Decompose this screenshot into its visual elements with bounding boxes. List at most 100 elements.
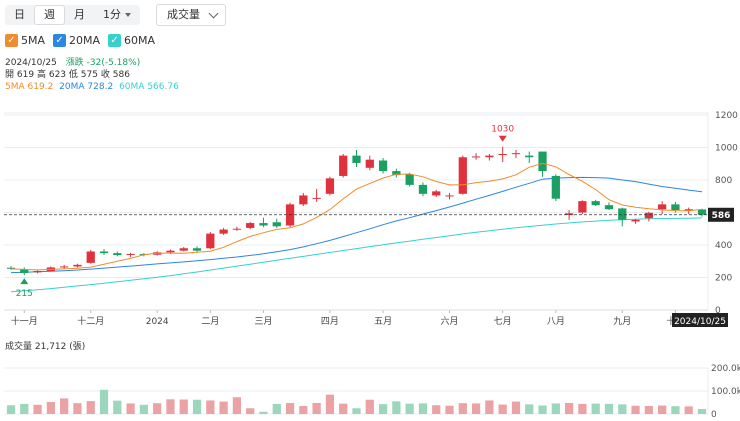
ma60: [10, 217, 703, 293]
grid: [4, 112, 709, 311]
checkbox-checked-icon: ✓: [53, 34, 67, 47]
last-date-tag: [672, 313, 728, 327]
period-month-tab[interactable]: 月: [74, 8, 85, 21]
candle: [378, 158, 388, 174]
min-price-label: 215: [16, 289, 33, 299]
volume-title: 成交量 21,712 (張): [5, 340, 85, 352]
toolbar: 日 週 月 1分 成交量: [5, 4, 226, 26]
volume-bar: [458, 403, 467, 414]
min-price-marker: [20, 278, 29, 285]
volume-bar: [272, 403, 281, 414]
volume-bar: [99, 389, 109, 414]
candle-body: [20, 269, 29, 273]
volume-bar: [671, 406, 680, 414]
volume-bar: [46, 402, 55, 414]
candle-body: [697, 209, 707, 215]
volume-bar: [445, 405, 454, 414]
candle-body: [604, 205, 614, 210]
info-low: 575: [80, 70, 98, 80]
volume-bar: [192, 399, 202, 414]
time-tick-label: 十一月: [11, 315, 38, 327]
time-tick-label: 三月: [254, 316, 272, 327]
volume-bar: [365, 399, 374, 414]
volume-bar: [206, 400, 215, 414]
info-open-label: 開: [5, 70, 15, 80]
info-ma5-label: 5MA: [5, 82, 25, 92]
candle: [99, 249, 109, 255]
volume-bar: [378, 404, 388, 414]
volume-bar: [86, 401, 95, 414]
candle: [126, 252, 135, 258]
price-tick-label: 1000: [715, 144, 738, 154]
candle-body: [485, 155, 494, 158]
info-date: 2024/10/25: [5, 58, 57, 68]
candle-body: [299, 195, 308, 205]
volume-bar: [60, 398, 69, 414]
legend-5ma-label: 5MA: [21, 34, 46, 47]
period-day-tab[interactable]: 日: [14, 8, 25, 21]
volume-bar: [604, 403, 614, 414]
max-price-label: 1030: [491, 125, 514, 135]
candle-body: [113, 253, 122, 256]
info-close: 586: [112, 70, 130, 80]
volume-bar: [232, 397, 242, 414]
info-high-label: 高: [36, 70, 46, 80]
candle: [418, 182, 428, 197]
volume-bar: [511, 401, 521, 414]
legend-20ma-toggle[interactable]: ✓ 20MA: [53, 34, 100, 47]
candle-body: [126, 253, 135, 255]
candle: [113, 251, 122, 257]
volume-bar: [299, 405, 308, 414]
candle: [458, 155, 467, 195]
volume-bar: [219, 401, 228, 414]
volume-tick-label: 100.0k: [711, 387, 740, 397]
time-tick-label: 九月: [613, 316, 631, 327]
candle-body: [471, 156, 481, 158]
volume-panel: 成交量 21,712 (張) 200.0k 100.0k 0: [4, 340, 740, 420]
volume-bar: [259, 411, 268, 414]
time-tick-label: 六月: [441, 315, 459, 327]
volume-bar: [285, 402, 295, 414]
candle-body: [219, 229, 228, 234]
info-close-label: 收: [100, 70, 110, 80]
candle-body: [339, 155, 348, 176]
price-tick-label: 800: [715, 176, 732, 186]
ma5: [10, 162, 703, 271]
candle-body: [378, 160, 388, 172]
ma20-line: [10, 176, 703, 274]
candle: [604, 202, 614, 211]
candle-body: [166, 250, 175, 253]
volume-bar: [538, 405, 547, 414]
candle-body: [538, 151, 547, 172]
volume-tick-label: 200.0k: [711, 364, 740, 374]
candle: [325, 176, 335, 196]
ma-legend: ✓ 5MA ✓ 20MA ✓ 60MA: [5, 34, 155, 47]
candle-body: [206, 233, 215, 249]
candle-body: [671, 204, 680, 211]
candle: [352, 149, 361, 167]
period-week-tab[interactable]: 週: [34, 5, 65, 25]
candle-body: [564, 213, 574, 215]
volume-bar: [139, 404, 149, 414]
candle-body: [192, 248, 202, 251]
candle-body: [86, 251, 95, 263]
candle: [20, 267, 29, 276]
period-minute-dropdown[interactable]: 1分: [94, 5, 140, 25]
info-change-value: -32(-5.18%): [86, 58, 141, 68]
candle: [591, 199, 600, 206]
legend-60ma-toggle[interactable]: ✓ 60MA: [108, 34, 155, 47]
legend-5ma-toggle[interactable]: ✓ 5MA: [5, 34, 45, 47]
indicator-select[interactable]: 成交量: [156, 4, 226, 26]
candle-body: [73, 264, 82, 267]
indicator-select-label: 成交量: [167, 8, 200, 21]
candle-body: [525, 155, 534, 158]
candle-body: [60, 266, 69, 268]
price-tick-label: 1200: [715, 111, 738, 121]
candle: [206, 232, 215, 250]
time-axis: 十一月十二月2024二月三月四月五月六月七月八月九月十月2024/10/25: [4, 309, 728, 327]
volume-bar: [471, 403, 481, 414]
candle: [471, 153, 481, 160]
volume-bar: [325, 394, 335, 414]
candle: [299, 193, 308, 206]
